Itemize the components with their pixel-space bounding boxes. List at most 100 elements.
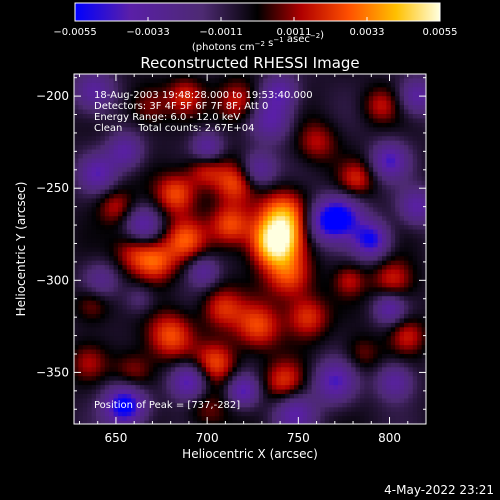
heatmap-cell	[338, 251, 343, 257]
heatmap-cell	[267, 349, 273, 355]
heatmap-cell	[294, 220, 299, 226]
heatmap-cell	[263, 331, 269, 337]
heatmap-cell	[100, 420, 106, 424]
heatmap-cell	[144, 362, 150, 368]
heatmap-cell	[324, 327, 330, 333]
heatmap-cell	[241, 162, 247, 168]
heatmap-cell	[131, 87, 137, 93]
heatmap-cell	[302, 238, 308, 244]
heatmap-cell	[236, 367, 242, 373]
heatmap-cell	[236, 114, 242, 119]
heatmap-cell	[285, 389, 291, 395]
heatmap-cell	[100, 96, 106, 102]
heatmap-cell	[342, 127, 348, 133]
heatmap-cell	[254, 82, 260, 88]
heatmap-cell	[74, 149, 79, 155]
heatmap-cell	[289, 313, 295, 319]
heatmap-cell	[201, 411, 207, 417]
heatmap-cell	[175, 256, 181, 262]
heatmap-cell	[157, 393, 163, 399]
heatmap-cell	[206, 122, 211, 128]
heatmap-cell	[118, 185, 123, 191]
heatmap-cell	[263, 127, 269, 133]
heatmap-cell	[289, 362, 295, 368]
heatmap-cell	[294, 300, 299, 306]
heatmap-cell	[280, 420, 286, 424]
heatmap-cell	[96, 220, 101, 226]
heatmap-cell	[298, 131, 304, 137]
heatmap-cell	[148, 122, 154, 128]
heatmap-cell	[162, 189, 167, 195]
heatmap-cell	[197, 282, 203, 288]
heatmap-cell	[179, 389, 185, 395]
heatmap-cell	[109, 322, 115, 328]
heatmap-cell	[236, 353, 242, 359]
heatmap-cell	[162, 140, 167, 146]
heatmap-cell	[342, 305, 348, 311]
heatmap-cell	[192, 242, 198, 248]
heatmap-cell	[272, 260, 277, 266]
heatmap-cell	[324, 127, 330, 133]
heatmap-cell	[267, 207, 273, 213]
heatmap-cell	[206, 402, 211, 408]
heatmap-cell	[267, 96, 273, 102]
heatmap-cell	[285, 256, 291, 262]
heatmap-cell	[100, 309, 106, 315]
heatmap-cell	[157, 193, 163, 199]
heatmap-cell	[236, 247, 242, 253]
heatmap-cell	[131, 371, 137, 377]
heatmap-cell	[241, 273, 247, 279]
heatmap-cell	[118, 371, 123, 377]
heatmap-cell	[254, 96, 260, 102]
heatmap-cell	[131, 340, 137, 346]
heatmap-cell	[329, 358, 335, 364]
heatmap-cell	[192, 300, 198, 306]
heatmap-cell	[285, 305, 291, 311]
heatmap-cell	[236, 158, 242, 164]
heatmap-cell	[166, 309, 172, 315]
heatmap-cell	[148, 242, 154, 248]
heatmap-cell	[82, 358, 88, 364]
heatmap-cell	[329, 407, 335, 413]
heatmap-cell	[162, 349, 167, 355]
heatmap-cell	[294, 149, 299, 155]
heatmap-cell	[346, 367, 352, 373]
heatmap-cell	[285, 331, 291, 337]
heatmap-cell	[267, 300, 273, 306]
heatmap-cell	[219, 171, 225, 177]
heatmap-cell	[320, 145, 326, 151]
heatmap-cell	[96, 358, 101, 364]
heatmap-cell	[236, 233, 242, 239]
heatmap-cell	[135, 287, 141, 293]
heatmap-cell	[333, 416, 339, 422]
heatmap-cell	[289, 180, 295, 186]
heatmap-cell	[324, 91, 330, 97]
heatmap-cell	[96, 322, 101, 328]
heatmap-cell	[263, 362, 269, 368]
heatmap-cell	[140, 353, 145, 359]
heatmap-cell	[294, 318, 299, 324]
heatmap-cell	[166, 127, 172, 133]
heatmap-cell	[74, 105, 79, 111]
heatmap-cell	[122, 131, 128, 137]
heatmap-cell	[179, 300, 185, 306]
heatmap-cell	[228, 336, 233, 342]
heatmap-cell	[184, 278, 189, 284]
heatmap-cell	[228, 389, 233, 395]
heatmap-cell	[113, 327, 119, 333]
heatmap-cell	[91, 171, 97, 177]
heatmap-cell	[206, 233, 211, 239]
heatmap-cell	[91, 220, 97, 226]
heatmap-cell	[320, 309, 326, 315]
heatmap-cell	[338, 87, 343, 93]
heatmap-cell	[329, 389, 335, 395]
heatmap-cell	[100, 313, 106, 319]
heatmap-cell	[285, 260, 291, 266]
heatmap-cell	[302, 296, 308, 302]
heatmap-cell	[122, 207, 128, 213]
heatmap-cell	[338, 100, 343, 106]
heatmap-cell	[126, 305, 132, 311]
heatmap-cell	[236, 385, 242, 391]
heatmap-cell	[74, 256, 79, 262]
heatmap-cell	[74, 233, 79, 239]
